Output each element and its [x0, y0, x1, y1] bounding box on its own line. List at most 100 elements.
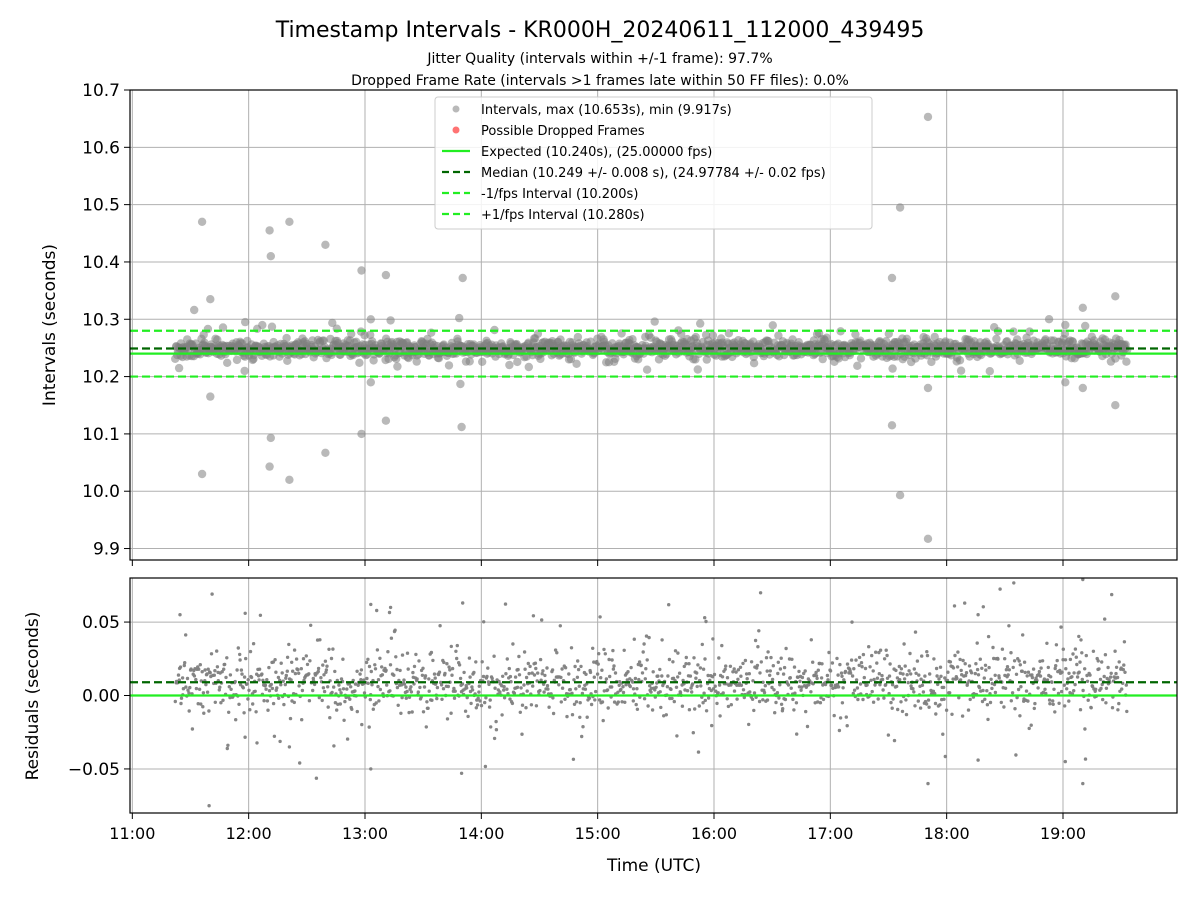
data-point — [841, 686, 845, 690]
data-point — [967, 664, 972, 668]
data-point — [505, 657, 509, 661]
data-point — [541, 682, 546, 686]
data-point — [227, 710, 231, 714]
data-point — [452, 696, 457, 700]
data-point — [465, 357, 474, 366]
data-point — [871, 700, 876, 704]
data-point — [944, 708, 949, 712]
data-point — [851, 691, 855, 696]
data-point — [636, 662, 640, 667]
data-point — [768, 669, 772, 673]
data-point — [242, 711, 246, 715]
data-point — [594, 689, 598, 694]
data-point — [380, 665, 384, 669]
data-point — [1081, 321, 1090, 331]
data-point — [712, 672, 717, 677]
data-point — [838, 662, 842, 667]
data-point — [885, 653, 889, 658]
data-point — [757, 629, 761, 633]
data-point — [1048, 702, 1052, 706]
data-point — [205, 672, 209, 676]
data-point — [660, 674, 664, 678]
data-point — [217, 688, 221, 692]
residuals-points — [173, 577, 1129, 808]
data-point — [478, 357, 487, 366]
data-point — [1097, 667, 1101, 671]
outlier-point — [1081, 781, 1085, 786]
outlier-point — [207, 804, 211, 808]
data-point — [656, 674, 660, 678]
data-point — [402, 682, 407, 686]
data-point — [271, 701, 276, 706]
outlier-point — [197, 217, 207, 226]
data-point — [650, 708, 655, 712]
data-point — [654, 685, 658, 689]
data-point — [820, 662, 824, 666]
data-point — [325, 664, 329, 668]
data-point — [739, 683, 744, 687]
data-point — [307, 672, 311, 676]
data-point — [500, 713, 504, 717]
data-point — [683, 688, 687, 692]
data-point — [472, 670, 476, 675]
data-point — [724, 664, 728, 668]
data-point — [1005, 665, 1010, 669]
data-point — [761, 698, 765, 702]
data-point — [355, 358, 364, 367]
outlier-point — [1111, 401, 1120, 410]
data-point — [341, 687, 346, 691]
data-point — [228, 673, 233, 677]
data-point — [530, 671, 534, 675]
data-point — [687, 708, 692, 712]
data-point — [1016, 687, 1021, 692]
outlier-point — [266, 252, 275, 261]
y-tick-label: 9.9 — [93, 540, 120, 560]
data-point — [238, 652, 242, 657]
data-point — [292, 700, 296, 705]
data-point — [263, 683, 268, 687]
data-point — [307, 699, 312, 703]
data-point — [223, 662, 227, 667]
data-point — [819, 676, 824, 680]
data-point — [239, 668, 244, 672]
data-point — [1013, 707, 1017, 711]
data-point — [942, 685, 946, 690]
data-point — [398, 668, 402, 673]
data-point — [188, 685, 192, 690]
data-point — [690, 690, 694, 694]
data-point — [1124, 683, 1129, 687]
data-point — [776, 671, 780, 676]
data-point — [956, 366, 966, 375]
legend-box — [434, 96, 873, 230]
outlier-point — [321, 240, 330, 249]
data-point — [503, 602, 508, 606]
data-point — [852, 688, 857, 692]
outlier-point — [455, 313, 464, 323]
data-point — [427, 677, 431, 681]
data-point — [775, 691, 780, 695]
data-point — [326, 685, 330, 689]
data-point — [483, 700, 487, 705]
data-point — [206, 667, 210, 671]
outlier-point — [366, 315, 375, 324]
data-point — [708, 678, 712, 682]
data-point — [902, 642, 906, 646]
data-point — [816, 700, 820, 704]
data-point — [366, 330, 375, 340]
data-point — [405, 651, 410, 655]
outlier-point — [265, 462, 274, 471]
data-point — [450, 666, 455, 671]
data-point — [288, 716, 293, 721]
data-point — [827, 650, 831, 655]
data-point — [687, 662, 691, 666]
data-point — [978, 657, 982, 661]
data-point — [985, 689, 989, 693]
data-point — [293, 671, 298, 676]
data-point — [279, 683, 283, 687]
data-point — [782, 665, 787, 670]
data-point — [1122, 663, 1126, 667]
data-point — [946, 670, 950, 674]
data-point — [577, 684, 581, 688]
data-point — [366, 657, 370, 661]
data-point — [1029, 723, 1033, 727]
